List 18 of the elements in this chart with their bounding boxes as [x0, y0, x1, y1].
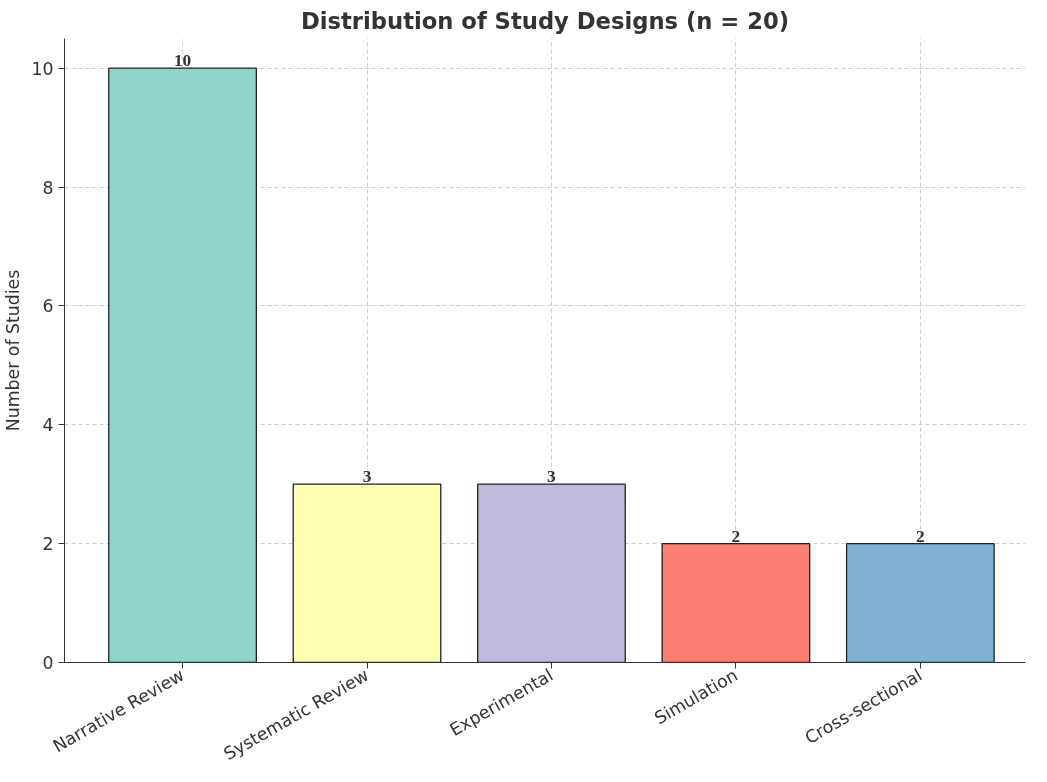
bar [661, 542, 811, 663]
bar [292, 483, 442, 663]
data-label: 2 [916, 526, 925, 546]
y-tick-label: 10 [31, 58, 54, 79]
y-tick-label: 0 [42, 653, 54, 673]
y-tick-label: 6 [42, 296, 54, 317]
bar [108, 67, 257, 663]
bar [477, 483, 626, 663]
bar [845, 542, 995, 663]
data-label: 3 [547, 467, 557, 487]
y-tick-label: 2 [42, 534, 54, 555]
y-axis-title: Number of Studies [3, 269, 24, 432]
chart-title: Distribution of Study Designs (n = 20) [300, 7, 790, 34]
data-label: 3 [362, 467, 372, 487]
data-label: 2 [731, 526, 741, 546]
data-label: 10 [173, 51, 192, 71]
y-tick-label: 4 [42, 415, 54, 436]
y-tick-label: 8 [42, 177, 54, 198]
